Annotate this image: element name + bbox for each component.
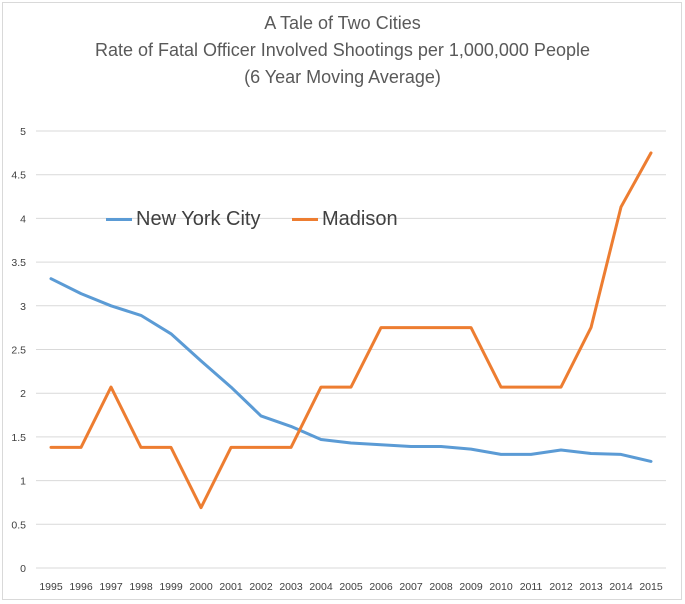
- chart-subtitle: Rate of Fatal Officer Involved Shootings…: [95, 40, 590, 60]
- y-tick-label: 3.5: [11, 257, 26, 269]
- y-tick-label: 1: [20, 476, 26, 488]
- x-tick-label: 2012: [549, 581, 573, 593]
- x-tick-label: 2008: [429, 581, 453, 593]
- y-tick-label: 3: [20, 301, 26, 313]
- y-tick-label: 5: [20, 126, 26, 138]
- legend-item-madison: Madison: [292, 208, 398, 231]
- chart-subtitle-2: (6 Year Moving Average): [244, 67, 441, 87]
- x-tick-label: 1997: [99, 581, 123, 593]
- x-tick-label: 2004: [309, 581, 333, 593]
- x-tick-label: 2011: [520, 581, 543, 593]
- legend-item-new-york-city: New York City: [106, 208, 261, 231]
- x-tick-label: 1999: [159, 581, 183, 593]
- y-tick-label: 4: [20, 213, 26, 225]
- y-axis-ticks: 0 0.5 1 1.5 2 2.5 3 3.5 4 4.5 5: [11, 126, 26, 575]
- series-lines: [49, 151, 653, 510]
- x-tick-label: 1998: [129, 581, 153, 593]
- x-tick-label: 1995: [39, 581, 63, 593]
- legend-label: Madison: [322, 208, 398, 230]
- x-tick-label: 2009: [459, 581, 483, 593]
- series-line-new-york-city: [49, 277, 653, 463]
- y-tick-label: 4.5: [11, 170, 26, 182]
- x-tick-label: 2010: [489, 581, 513, 593]
- x-tick-label: 2003: [279, 581, 303, 593]
- legend-swatch: [106, 218, 132, 221]
- gridlines: [36, 130, 666, 569]
- x-tick-label: 2015: [639, 581, 663, 593]
- legend-swatch: [292, 218, 318, 221]
- y-tick-label: 2: [20, 388, 26, 400]
- y-tick-label: 0: [20, 563, 26, 575]
- legend-label: New York City: [136, 208, 261, 230]
- x-tick-label: 2013: [579, 581, 603, 593]
- x-tick-label: 2002: [249, 581, 273, 593]
- x-tick-label: 2006: [369, 581, 393, 593]
- x-axis-ticks: 1995 1996 1997 1998 1999 2000 2001 2002 2003 2004…: [39, 581, 663, 593]
- x-tick-label: 1996: [69, 581, 93, 593]
- x-tick-label: 2014: [609, 581, 633, 593]
- x-tick-label: 2005: [339, 581, 363, 593]
- x-tick-label: 2001: [219, 581, 243, 593]
- y-tick-label: 1.5: [11, 432, 26, 444]
- y-tick-label: 2.5: [11, 345, 26, 357]
- x-tick-label: 2000: [189, 581, 213, 593]
- chart-title: A Tale of Two Cities: [264, 13, 421, 33]
- x-tick-label: 2007: [399, 581, 423, 593]
- series-line-madison: [49, 151, 653, 510]
- y-tick-label: 0.5: [11, 519, 26, 531]
